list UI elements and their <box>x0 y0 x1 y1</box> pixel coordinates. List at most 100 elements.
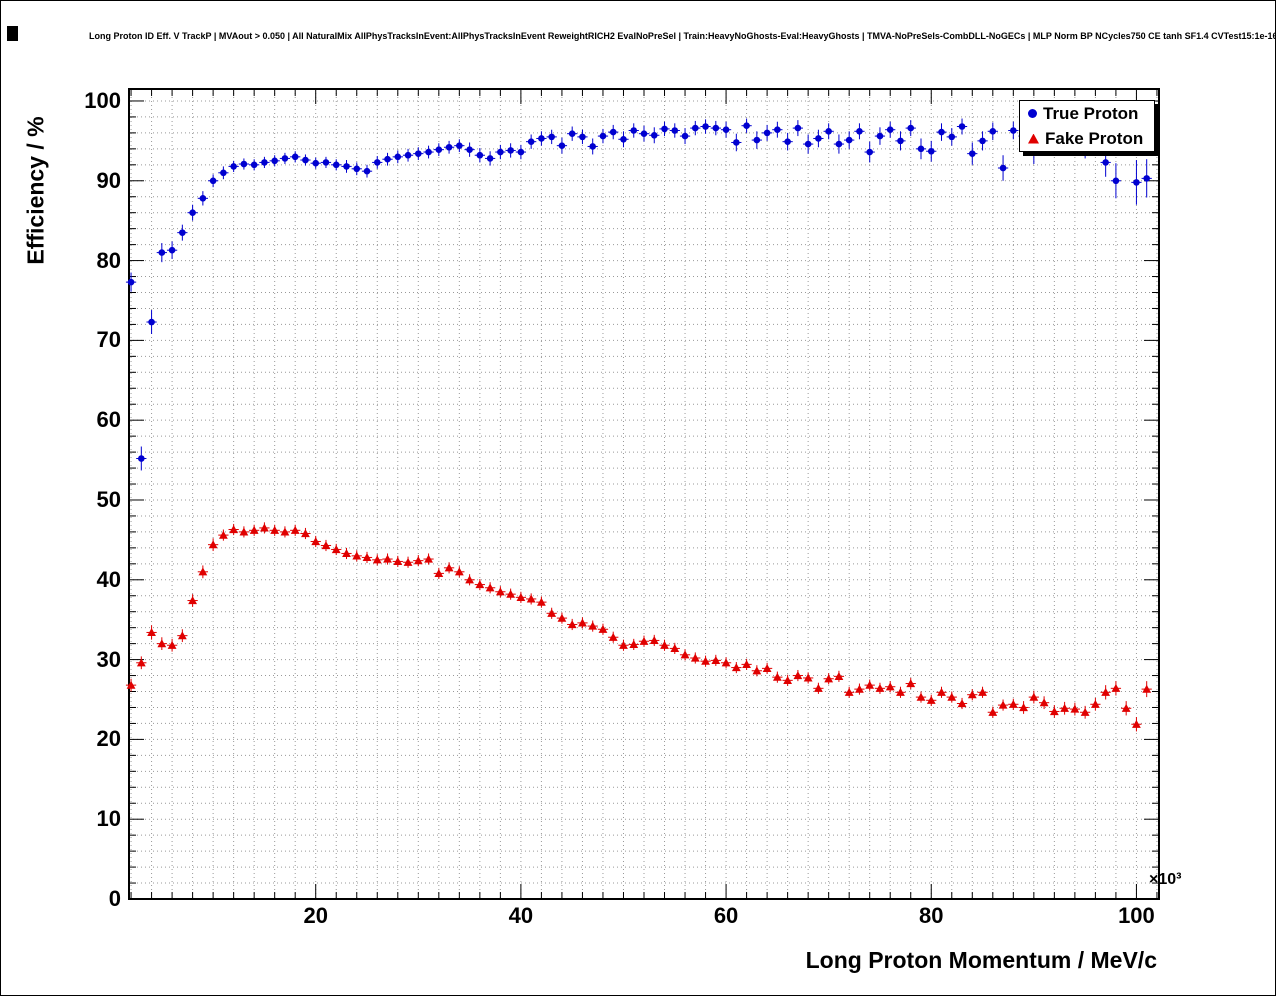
data-point <box>526 594 536 603</box>
data-point <box>937 687 946 696</box>
y-tick-label: 30 <box>96 646 121 672</box>
data-point <box>784 138 791 145</box>
data-point <box>856 127 863 135</box>
data-point <box>681 132 689 140</box>
data-point <box>517 148 525 156</box>
data-point <box>250 161 258 169</box>
data-point <box>691 124 699 132</box>
y-tick-label: 60 <box>96 407 121 433</box>
data-point <box>547 608 557 617</box>
y-tick-label: 80 <box>96 247 121 273</box>
data-point <box>1008 699 1018 708</box>
data-point <box>179 229 186 236</box>
data-point <box>834 671 844 680</box>
data-point <box>230 163 237 170</box>
data-point <box>886 126 894 133</box>
data-point <box>456 142 463 149</box>
data-point <box>702 123 709 130</box>
data-point <box>486 155 494 162</box>
data-point <box>690 653 700 662</box>
data-point <box>373 159 381 166</box>
data-point <box>907 124 915 132</box>
data-point <box>158 249 166 256</box>
data-point <box>733 139 740 146</box>
data-point <box>619 640 628 649</box>
legend-entry-true-proton: True Proton <box>1020 101 1154 126</box>
data-point <box>466 146 473 153</box>
y-tick-label: 0 <box>108 886 121 911</box>
data-point <box>290 525 300 534</box>
data-point <box>630 127 638 134</box>
data-point <box>958 123 966 130</box>
data-point <box>967 690 977 699</box>
legend-entry-fake-proton: Fake Proton <box>1020 126 1154 151</box>
data-point <box>302 156 309 164</box>
data-point <box>353 165 361 173</box>
data-point <box>393 557 403 566</box>
data-point <box>557 613 567 622</box>
data-point <box>1019 703 1028 712</box>
data-point <box>671 127 679 134</box>
data-point <box>352 551 362 560</box>
data-point <box>712 124 720 132</box>
data-point <box>342 549 351 558</box>
data-point <box>332 161 340 169</box>
data-point <box>240 160 248 168</box>
data-point <box>793 671 803 680</box>
x-tick-label: 20 <box>303 903 328 928</box>
data-point <box>301 529 310 538</box>
data-point <box>362 553 372 562</box>
data-point <box>507 147 514 154</box>
data-point <box>485 583 495 592</box>
data-point <box>497 148 504 156</box>
data-point <box>1029 692 1039 701</box>
data-point <box>454 567 464 576</box>
data-point <box>1133 179 1140 186</box>
data-point <box>896 687 905 696</box>
data-point <box>701 656 710 665</box>
data-point <box>938 128 945 136</box>
data-point <box>126 680 136 689</box>
data-point <box>670 644 680 653</box>
data-point <box>568 130 576 137</box>
data-point <box>589 143 597 150</box>
data-point <box>394 153 402 161</box>
data-point <box>331 545 341 554</box>
corner-mark <box>7 26 18 41</box>
data-point <box>425 148 432 156</box>
data-point <box>722 126 730 133</box>
data-point <box>875 683 885 692</box>
data-point <box>527 138 535 145</box>
data-point <box>957 699 967 708</box>
data-point <box>979 137 986 145</box>
data-point <box>434 569 444 578</box>
data-point <box>188 596 198 605</box>
data-point <box>167 640 177 649</box>
data-point <box>988 707 998 716</box>
data-point <box>917 145 925 153</box>
data-point <box>372 555 382 564</box>
chart-title: Long Proton ID Eff. V TrackP | MVAout > … <box>89 31 1276 41</box>
y-tick-label: 100 <box>84 87 121 113</box>
x-tick-label: 80 <box>919 903 944 928</box>
x-tick-label: 40 <box>508 903 534 928</box>
data-point <box>148 318 155 326</box>
data-point <box>731 663 741 672</box>
data-point <box>753 136 761 144</box>
data-point <box>640 130 648 137</box>
data-point <box>742 659 751 668</box>
data-point <box>598 624 608 633</box>
data-point <box>548 133 555 141</box>
axis-ticks <box>129 89 1159 900</box>
data-point <box>803 673 813 682</box>
data-point <box>1101 687 1111 696</box>
data-point <box>783 675 793 684</box>
x-axis-exponent-label: ×10³ <box>1149 871 1182 888</box>
data-point <box>1142 684 1152 693</box>
data-point <box>127 278 135 286</box>
data-point <box>1102 159 1109 166</box>
data-point <box>649 636 659 645</box>
data-point <box>824 674 834 683</box>
data-point <box>989 127 997 135</box>
data-point <box>136 658 146 667</box>
